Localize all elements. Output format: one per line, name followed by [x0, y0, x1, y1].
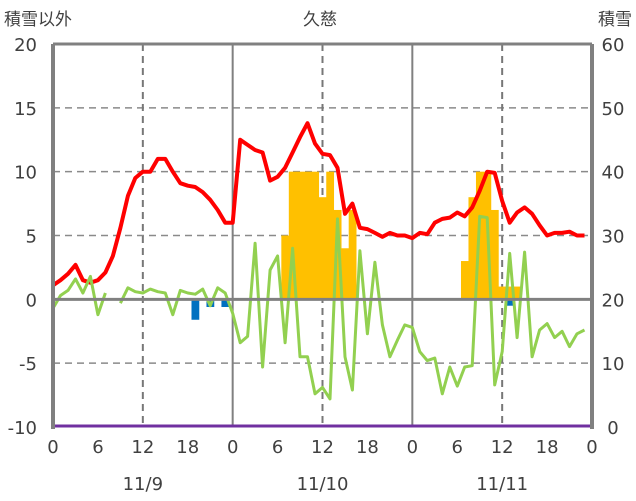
- y-right-tick-label: 20: [602, 290, 625, 311]
- snow-bar: [468, 197, 477, 300]
- y-right-tick-label: 10: [602, 354, 625, 375]
- y-right-tick-label: 50: [602, 99, 625, 120]
- right-axis-label: 積雪: [598, 10, 632, 30]
- snow-bar: [490, 209, 499, 300]
- x-tick-label: 18: [176, 437, 199, 458]
- snow-bar: [296, 171, 305, 300]
- y-left-tick-label: -5: [19, 354, 37, 375]
- x-tick-label: 18: [356, 437, 379, 458]
- y-left-tick-label: 20: [14, 35, 37, 56]
- snow-bar: [348, 209, 357, 300]
- x-tick-label: 0: [47, 437, 58, 458]
- x-tick-label: 12: [491, 437, 514, 458]
- snow_neg-bar: [221, 299, 230, 307]
- snow-bar: [333, 209, 342, 300]
- y-left-tick-label: 5: [26, 227, 37, 248]
- y-right-tick-label: 40: [602, 163, 625, 184]
- y-left-tick-label: 10: [14, 163, 37, 184]
- x-tick-label: 18: [536, 437, 559, 458]
- x-tick-label: 6: [452, 437, 463, 458]
- x-tick-label: 0: [407, 437, 418, 458]
- x-tick-label: 0: [586, 437, 597, 458]
- snow-bar: [498, 286, 507, 300]
- snow-bar: [505, 286, 514, 300]
- x-tick-label: 6: [272, 437, 283, 458]
- temperature-line: [51, 121, 585, 287]
- x-tick-label: 12: [311, 437, 334, 458]
- snow-bar: [326, 171, 335, 300]
- date-label: 11/10: [297, 474, 349, 495]
- x-tick-label: 12: [131, 437, 154, 458]
- snow-bar: [303, 171, 312, 300]
- y-left-tick-label: -10: [8, 418, 37, 439]
- snow-bar: [341, 248, 350, 300]
- y-right-tick-label: 0: [607, 418, 618, 439]
- diff-line: [51, 214, 586, 401]
- date-label: 11/9: [123, 474, 163, 495]
- y-right-tick-label: 60: [602, 35, 625, 56]
- snow-bar: [318, 197, 327, 300]
- x-tick-label: 6: [92, 437, 103, 458]
- y-left-tick-label: 15: [14, 99, 37, 120]
- snow-bar: [288, 171, 297, 300]
- snow_neg-bar: [505, 299, 514, 306]
- chart-title: 久慈: [303, 10, 337, 30]
- left-axis-label: 積雪以外: [4, 10, 72, 30]
- y-left-tick-label: 0: [26, 290, 37, 311]
- snow-bar: [513, 286, 522, 300]
- snow-bar: [281, 235, 290, 300]
- snow-bar: [460, 261, 469, 300]
- x-tick-label: 0: [227, 437, 238, 458]
- snow_neg-bar: [191, 299, 200, 320]
- snow-bar: [311, 171, 320, 300]
- y-right-tick-label: 30: [602, 227, 625, 248]
- date-label: 11/11: [476, 474, 528, 495]
